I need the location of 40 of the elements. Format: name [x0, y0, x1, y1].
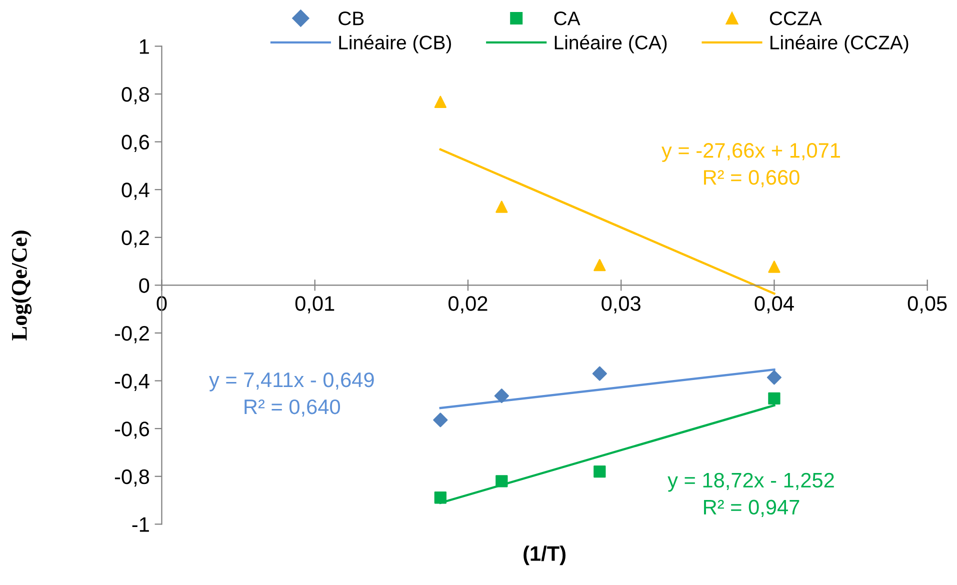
y-tick-label: -0,6 [114, 422, 150, 439]
x-axis-title: (1/T) [524, 546, 566, 566]
y-tick-label: 0,2 [122, 230, 149, 248]
x-tick-label: 0,05 [908, 296, 947, 314]
x-tick-label: 0,01 [295, 296, 334, 314]
point [433, 412, 448, 428]
point [494, 388, 509, 404]
x-tick-label: 0,03 [602, 296, 640, 314]
point [768, 260, 780, 273]
point [594, 259, 606, 272]
point [594, 466, 606, 478]
legend-label: CCZA [770, 11, 822, 26]
y-tick-label: 0,8 [122, 87, 150, 104]
y-tick-label: 0 [139, 278, 150, 293]
legend-label: Linéaire (CA) [554, 34, 667, 54]
annotation: y = 18,72x - 1,252 R² = 0,947 [668, 472, 834, 518]
legend-label: Linéaire (CB) [339, 34, 451, 54]
point [768, 392, 780, 405]
point [766, 370, 782, 385]
x-tick-label: 0,02 [448, 296, 488, 314]
y-tick-label: 0,4 [122, 182, 150, 200]
legend-label: CA [554, 11, 580, 26]
point [434, 96, 446, 108]
point [496, 200, 508, 213]
y-tick-label: -0,2 [114, 326, 149, 344]
x-tick-label: 0 [156, 296, 167, 311]
annotation: y = 7,411x - 0,649 R² = 0,640 [209, 372, 374, 417]
annotation: y = -27,66x + 1,071 R² = 0,660 [662, 143, 840, 188]
point [496, 475, 508, 488]
x-tick-label: 0,04 [754, 296, 794, 314]
y-tick-label: -0,8 [114, 469, 150, 487]
y-axis-title: Log(Qe/Ce) [11, 230, 32, 340]
point [592, 366, 607, 381]
y-tick-label: 0,6 [122, 134, 150, 152]
legend-label: CB [338, 11, 364, 26]
y-tick-label: -0,4 [114, 374, 150, 391]
y-tick-label: 1 [140, 39, 149, 54]
legend-label: Linéaire (CCZA) [770, 34, 908, 54]
y-tick-label: -1 [132, 517, 149, 532]
point [434, 492, 446, 504]
